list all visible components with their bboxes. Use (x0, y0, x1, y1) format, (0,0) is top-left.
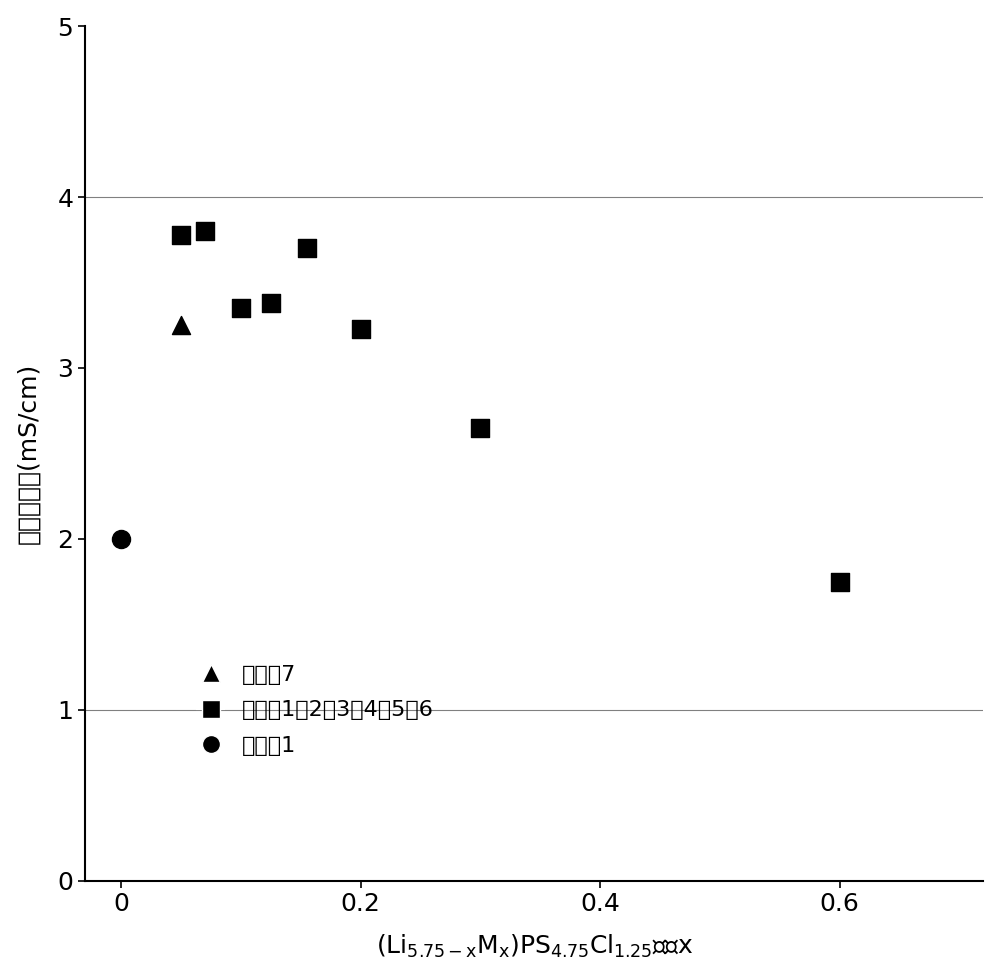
Y-axis label: 离子传导率(mS/cm): 离子传导率(mS/cm) (17, 362, 41, 544)
Legend: 实施例7, 实施例1、2、3、4、5、6, 对比例1: 实施例7, 实施例1、2、3、4、5、6, 对比例1 (186, 654, 445, 767)
Point (173, 227, 189, 242)
Point (113, 531, 129, 547)
Point (832, 573, 848, 589)
Point (263, 295, 279, 311)
Point (197, 224, 213, 239)
Point (173, 318, 189, 333)
Point (233, 300, 249, 316)
X-axis label: $\mathregular{(Li_{5.75-x}M_{x})PS_{4.75}Cl_{1.25}}$中的x: $\mathregular{(Li_{5.75-x}M_{x})PS_{4.75… (376, 933, 693, 960)
Point (353, 320, 369, 336)
Point (299, 240, 315, 256)
Point (472, 420, 488, 436)
